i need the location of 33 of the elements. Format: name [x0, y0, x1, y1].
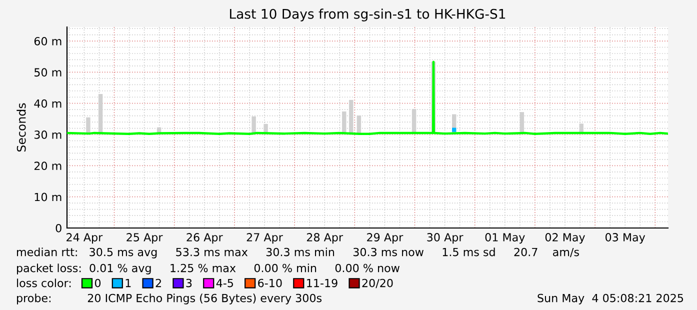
- legend-label: 3: [186, 278, 192, 288]
- legend-title: loss color:: [17, 278, 71, 288]
- x-tick-label: 03 May: [606, 233, 646, 244]
- chart-title: Last 10 Days from sg-sin-s1 to HK-HKG-S1: [230, 8, 506, 22]
- y-tick-label: 60 m: [34, 37, 62, 46]
- text: median rtt: 30.5 ms avg 53.3 ms max 30.3 ms min 30.3 ms now 1.5 ms sd 20.7 am/s: [17, 248, 579, 258]
- legend-label: 2: [156, 278, 161, 288]
- legend-label: 6-10: [258, 278, 282, 288]
- legend-label: 4-5: [216, 278, 234, 288]
- x-tick-label: 26 Apr: [186, 233, 223, 244]
- text: packet loss: 0.01 % avg 1.25 % max 0.00 % min 0.00 % now: [17, 264, 400, 274]
- x-tick-label: 29 Apr: [367, 233, 404, 244]
- y-tick-label: 0: [56, 224, 62, 232]
- x-tick-label: 25 Apr: [126, 233, 163, 244]
- y-tick-label: 20 m: [34, 162, 62, 170]
- x-tick-label: 02 May: [545, 233, 585, 244]
- x-tick-label: 30 Apr: [427, 233, 464, 244]
- x-tick-label: 24 Apr: [66, 233, 103, 244]
- y-axis-title: Seconds: [16, 103, 26, 152]
- y-tick-label: 50 m: [34, 68, 62, 77]
- legend-label: 0: [94, 278, 101, 288]
- y-tick-label: 10 m: [34, 192, 62, 202]
- y-tick-label: 30 m: [34, 130, 62, 139]
- legend-label: 1: [126, 278, 131, 288]
- x-tick-label: 28 Apr: [306, 233, 344, 244]
- text: Sun May 4 05:08:21 2025: [538, 294, 684, 304]
- legend-label: 11-19: [307, 278, 338, 288]
- x-tick-label: 27 Apr: [246, 233, 283, 244]
- x-tick-label: 01 May: [485, 233, 525, 244]
- y-tick-label: 40 m: [34, 99, 62, 108]
- line-series: [67, 60, 668, 135]
- legend-label: 20/20: [362, 278, 393, 288]
- text: probe: 20 ICMP Echo Pings (56 Bytes) every 300s: [17, 294, 322, 304]
